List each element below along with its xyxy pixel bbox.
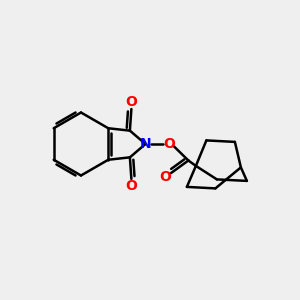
Text: N: N (140, 137, 151, 151)
Text: O: O (163, 137, 175, 151)
Text: O: O (125, 179, 137, 193)
Text: O: O (125, 95, 137, 109)
Text: O: O (160, 170, 172, 184)
